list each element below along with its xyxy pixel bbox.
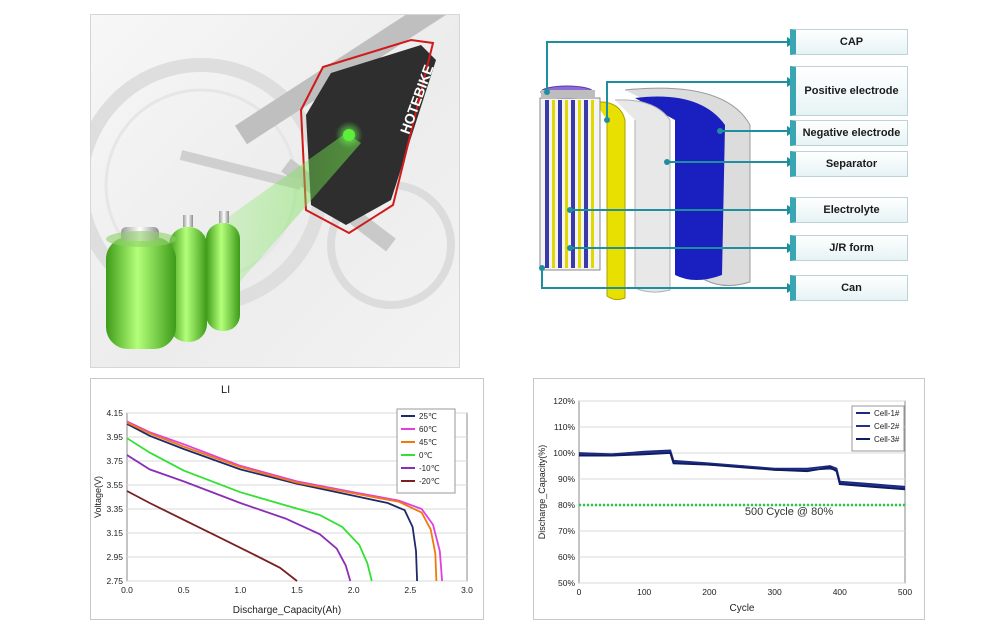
discharge-chart-panel: LI 2.75 2.95 3.15 3.35 3.55 3.75 3.95 4.15 0.0 0… <box>90 378 484 620</box>
y-tick-label: 50% <box>558 578 575 588</box>
series-line-5 <box>126 490 298 582</box>
cycle-life-chart: 50% 60% 70% 80% 90% 100% 110% 120% 0 100 200 300 40… <box>537 396 912 614</box>
y-axis-label: Discharge_Capacity(%) <box>537 445 547 540</box>
legend-label: -20℃ <box>419 477 440 486</box>
battery-marker-dot <box>343 129 355 141</box>
label-can: Can <box>790 275 908 301</box>
plot-area <box>578 400 906 584</box>
legend-label: 25℃ <box>419 412 437 421</box>
chart-title: LI <box>221 384 230 396</box>
y-tick-label: 3.55 <box>106 480 123 490</box>
x-axis-label: Discharge_Capacity(Ah) <box>233 605 341 616</box>
x-tick-label: 500 <box>898 587 912 597</box>
label-positive-electrode: Positive electrode <box>790 66 908 116</box>
series-line-2 <box>126 421 438 582</box>
y-tick-label: 2.95 <box>106 552 123 562</box>
y-tick-label: 110% <box>554 422 576 432</box>
x-tick-label: 1.0 <box>234 585 246 595</box>
legend-box <box>396 408 456 494</box>
y-tick-label: 2.75 <box>106 576 123 586</box>
legend-label: 45℃ <box>419 438 437 447</box>
y-tick-label: 70% <box>558 526 575 536</box>
label-cap: CAP <box>790 29 908 55</box>
positive-electrode <box>594 101 626 301</box>
x-tick-label: 100 <box>637 587 651 597</box>
label-separator: Separator <box>790 151 908 177</box>
reference-annotation: 500 Cycle @ 80% <box>745 506 833 518</box>
frame-battery <box>306 45 436 225</box>
cell-cutaway <box>539 37 795 301</box>
battery-cells <box>106 211 240 349</box>
legend: 25℃ 60℃ 45℃ 0℃ -10℃ -20℃ <box>396 408 456 494</box>
x-tick-label: 2.0 <box>348 585 360 595</box>
battery-highlight-outline <box>299 38 435 235</box>
series-line-1 <box>126 420 443 582</box>
label-electrolyte: Electrolyte <box>790 197 908 223</box>
ebike-graphic: HOTEBIKE <box>91 15 455 349</box>
legend-label: 60℃ <box>419 425 437 434</box>
y-axis-label: Voltage(V) <box>93 476 103 518</box>
x-tick-label: 300 <box>768 587 782 597</box>
legend-label: Cell-3# <box>874 435 900 444</box>
separator-layer <box>614 99 671 293</box>
label-jr-form: J/R form <box>790 235 908 261</box>
y-tick-label: 3.95 <box>106 432 123 442</box>
x-tick-label: 0.5 <box>178 585 190 595</box>
y-tick-label: 3.35 <box>106 504 123 514</box>
x-tick-label: 2.5 <box>404 585 416 595</box>
x-tick-label: 0.0 <box>121 585 133 595</box>
cell-structure-diagram <box>525 20 920 310</box>
series-line-2 <box>579 452 906 491</box>
legend: Cell-1# Cell-2# Cell-3# <box>851 405 905 452</box>
legend-label: -10℃ <box>419 464 440 473</box>
series-line-4 <box>126 454 352 582</box>
leader-dots <box>539 89 723 271</box>
y-tick-label: 120% <box>553 396 575 406</box>
leader-lines <box>541 41 787 289</box>
x-tick-label: 1.5 <box>291 585 303 595</box>
legend-label: Cell-2# <box>874 422 900 431</box>
x-axis-label: Cycle <box>729 603 754 614</box>
y-tick-label: 60% <box>558 552 575 562</box>
y-tick-label: 4.15 <box>106 408 123 418</box>
x-tick-label: 3.0 <box>461 585 473 595</box>
cycle-chart-panel: 50% 60% 70% 80% 90% 100% 110% 120% 0 100 200 300 40… <box>533 378 925 620</box>
y-tick-label: 80% <box>558 500 575 510</box>
label-negative-electrode: Negative electrode <box>790 120 908 146</box>
negative-electrode <box>635 96 725 280</box>
ebike-battery-illustration: HOTEBIKE <box>90 14 460 368</box>
y-tick-label: 3.15 <box>106 528 123 538</box>
series-line-3 <box>126 437 373 582</box>
discharge-chart: LI 2.75 2.95 3.15 3.35 3.55 3.75 3.95 4.15 0.0 0… <box>93 384 473 616</box>
legend-label: 0℃ <box>419 451 432 460</box>
y-tick-label: 90% <box>558 474 575 484</box>
x-tick-label: 200 <box>702 587 716 597</box>
x-tick-label: 400 <box>833 587 847 597</box>
y-tick-label: 100% <box>553 448 575 458</box>
y-tick-label: 3.75 <box>106 456 123 466</box>
x-tick-label: 0 <box>577 587 582 597</box>
legend-label: Cell-1# <box>874 409 900 418</box>
series-line-0 <box>126 423 418 582</box>
jelly-roll <box>539 97 601 271</box>
